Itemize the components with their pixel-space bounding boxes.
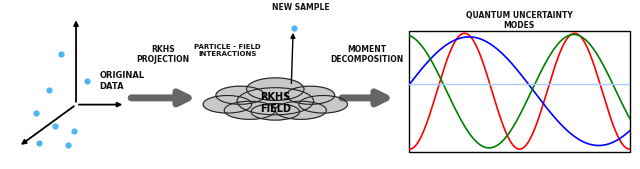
Text: RKHS
PROJECTION: RKHS PROJECTION	[136, 45, 189, 64]
Text: RKHS
FIELD: RKHS FIELD	[260, 92, 291, 114]
Ellipse shape	[203, 95, 252, 113]
FancyBboxPatch shape	[410, 31, 630, 152]
Text: NEW SAMPLE: NEW SAMPLE	[272, 3, 330, 13]
Ellipse shape	[299, 95, 348, 113]
Ellipse shape	[246, 78, 304, 101]
Text: ORIGINAL
DATA: ORIGINAL DATA	[100, 71, 145, 91]
Ellipse shape	[237, 88, 314, 115]
Ellipse shape	[286, 86, 335, 104]
Text: MOMENT
DECOMPOSITION: MOMENT DECOMPOSITION	[330, 45, 403, 64]
Ellipse shape	[275, 101, 326, 119]
Ellipse shape	[251, 104, 300, 120]
Ellipse shape	[224, 101, 275, 119]
Ellipse shape	[216, 86, 264, 104]
Text: QUANTUM UNCERTAINTY
MODES: QUANTUM UNCERTAINTY MODES	[466, 11, 573, 30]
Text: PARTICLE - FIELD
INTERACTIONS: PARTICLE - FIELD INTERACTIONS	[194, 44, 260, 57]
